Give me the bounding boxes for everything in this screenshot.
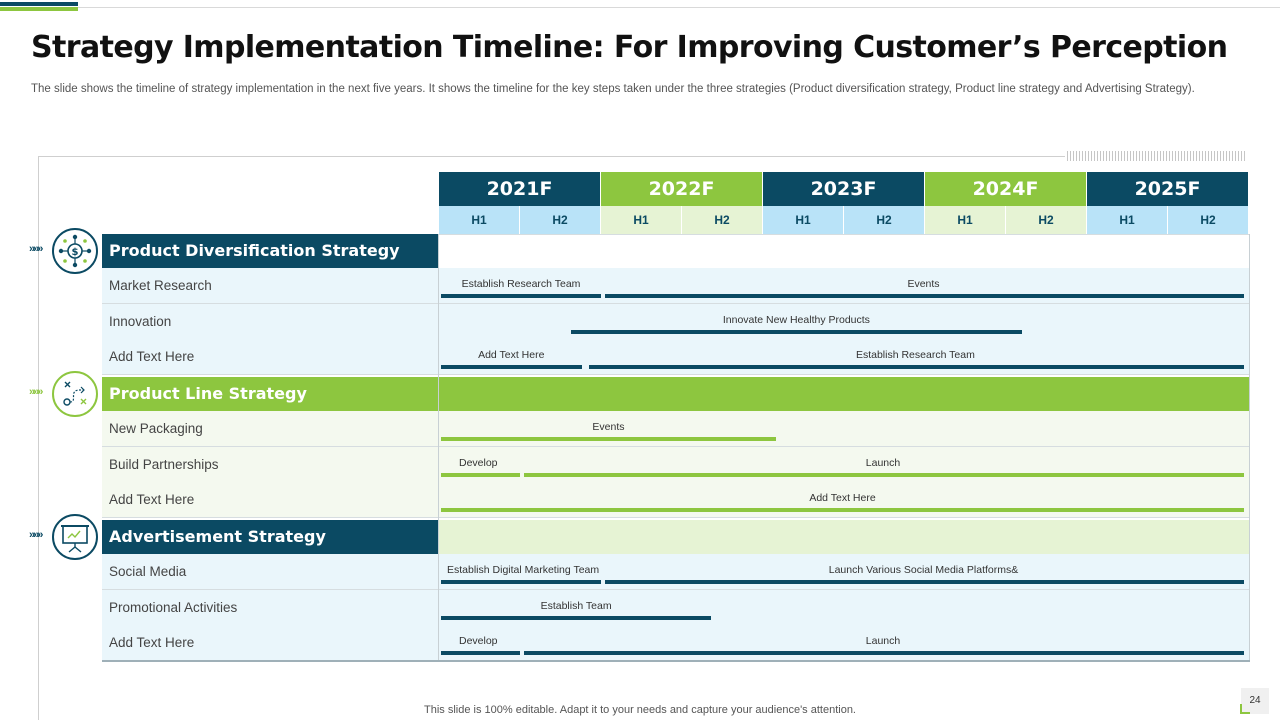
timeline-bar-label: Launch Various Social Media Platforms& — [828, 564, 1019, 576]
timeline-bar — [605, 580, 1244, 584]
timeline-row: New Packaging — [102, 411, 1250, 447]
row-label: Add Text Here — [109, 635, 195, 651]
presentation-board-icon — [52, 514, 98, 560]
timeline-row: Add Text Here — [102, 482, 1250, 519]
frame-top-line — [38, 156, 1065, 157]
timeline-bar-label: Innovate New Healthy Products — [722, 313, 870, 326]
timeline-bar — [441, 508, 1244, 513]
timeline-bar-label: Establish Team — [540, 599, 612, 612]
timeline-row: Innovation — [102, 303, 1250, 340]
row-label: New Packaging — [109, 421, 203, 436]
footer-note: This slide is 100% editable. Adapt it to… — [424, 704, 856, 716]
timeline-row: Add Text Here — [102, 625, 1250, 662]
accent-bar-dark — [0, 2, 78, 6]
half-header-2024f-h1: H1 — [925, 206, 1005, 234]
half-header-2023f-h2: H2 — [844, 206, 924, 234]
timeline-bar — [524, 472, 1244, 477]
half-header-2021f-h1: H1 — [439, 206, 519, 234]
timeline-bar — [441, 294, 601, 298]
timeline-bar — [605, 294, 1244, 298]
half-header-2022f-h2: H2 — [682, 206, 762, 234]
year-header-2025f: 2025F — [1087, 172, 1248, 206]
timeline-bar-label: Develop — [459, 456, 498, 469]
row-label: Social Media — [109, 564, 187, 579]
row-label: Build Partnerships — [109, 456, 219, 472]
page-corner-mark — [1240, 704, 1250, 714]
top-rule — [0, 7, 1280, 8]
timeline-bar-label: Establish Digital Marketing Team — [447, 564, 600, 576]
row-label: Add Text Here — [109, 349, 195, 365]
timeline-bar-label: Establish Research Team — [855, 349, 975, 362]
timeline-row: Market Research — [102, 268, 1250, 304]
timeline-bar-label: Events — [592, 421, 625, 433]
timeline-bar-label: Develop — [459, 635, 498, 648]
timeline-bar — [441, 651, 520, 656]
half-header-2025f-h2: H2 — [1168, 206, 1248, 234]
svg-text:$: $ — [72, 247, 79, 258]
timeline-bar-label: Events — [907, 278, 940, 290]
timeline-bar-label: Launch — [865, 635, 901, 648]
half-header-2022f-h1: H1 — [601, 206, 681, 234]
decorative-ticks — [1067, 151, 1247, 161]
section-title-product-line: Product Line Strategy — [102, 377, 438, 411]
timeline-bar-label: Establish Research Team — [461, 278, 581, 290]
section-arrows-advertisement: »»» — [29, 529, 43, 541]
section-band-advertisement — [439, 520, 1249, 554]
timeline-bar — [524, 651, 1244, 656]
dollar-network-icon: $ — [52, 228, 98, 274]
row-label: Market Research — [109, 278, 212, 293]
timeline-row: Add Text Here — [102, 339, 1250, 376]
year-header-2023f: 2023F — [763, 172, 924, 206]
timeline-bar — [570, 329, 1023, 334]
row-label: Add Text Here — [109, 492, 195, 508]
timeline-bar — [588, 365, 1244, 370]
section-title-product-diversification: Product Diversification Strategy — [102, 234, 438, 268]
year-header-2024f: 2024F — [925, 172, 1086, 206]
section-band-product-line — [439, 377, 1249, 411]
half-header-2023f-h1: H1 — [763, 206, 843, 234]
timeline-bar — [441, 437, 776, 441]
timeline-row: Promotional Activities — [102, 589, 1250, 626]
page-number: 24 — [1241, 688, 1269, 714]
timeline-bar-label: Launch — [865, 456, 901, 469]
section-arrows-product-line: »»» — [29, 386, 43, 398]
timeline-bar-label: Add Text Here — [809, 492, 876, 505]
strategy-plan-icon — [52, 371, 98, 417]
row-label: Innovation — [109, 313, 172, 329]
timeline-bar — [441, 615, 712, 620]
year-header-2021f: 2021F — [439, 172, 600, 206]
label-column-divider — [438, 234, 439, 661]
frame-left-line — [38, 156, 39, 720]
year-header-2022f: 2022F — [601, 172, 762, 206]
accent-bar-green — [0, 7, 78, 11]
slide-title: Strategy Implementation Timeline: For Im… — [31, 30, 1228, 65]
timeline-bar — [441, 365, 582, 370]
timeline-bar — [441, 472, 520, 477]
timeline-bar-label: Add Text Here — [478, 349, 545, 362]
section-arrows-product-diversification: »»» — [29, 243, 43, 255]
section-band-product-diversification — [439, 234, 1249, 268]
half-header-2021f-h2: H2 — [520, 206, 600, 234]
slide-subtitle: The slide shows the timeline of strategy… — [31, 83, 1195, 95]
timeline-row: Build Partnerships — [102, 446, 1250, 483]
timeline-bar — [441, 580, 601, 584]
half-header-2025f-h1: H1 — [1087, 206, 1167, 234]
half-header-2024f-h2: H2 — [1006, 206, 1086, 234]
row-label: Promotional Activities — [109, 599, 238, 615]
table-right-border — [1249, 234, 1250, 661]
table-bottom-border — [102, 660, 1250, 662]
section-title-advertisement: Advertisement Strategy — [102, 520, 438, 554]
timeline-row: Social Media — [102, 554, 1250, 590]
